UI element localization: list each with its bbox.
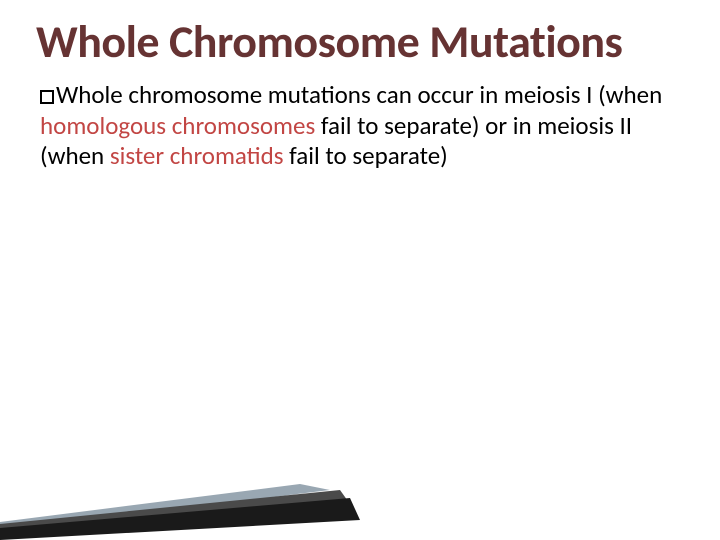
slide: Whole Chromosome Mutations Whole chromos… (0, 0, 720, 540)
bullet-prefix: Whole (56, 79, 123, 110)
slide-title: Whole Chromosome Mutations (36, 18, 684, 66)
decor-top (0, 484, 330, 530)
slide-body: Whole chromosome mutations can occur in … (36, 80, 684, 172)
bullet-seg3: fail to separate) (284, 140, 448, 171)
decor-bot (0, 498, 360, 540)
term-homologous: homologous chromosomes (40, 110, 315, 141)
decor-mid (0, 490, 350, 536)
bullet-seg1: chromosome mutations can occur in meiosi… (123, 79, 663, 110)
bullet-icon (40, 90, 54, 104)
corner-decor-icon (0, 468, 360, 540)
term-sister-chromatids: sister chromatids (110, 140, 284, 171)
